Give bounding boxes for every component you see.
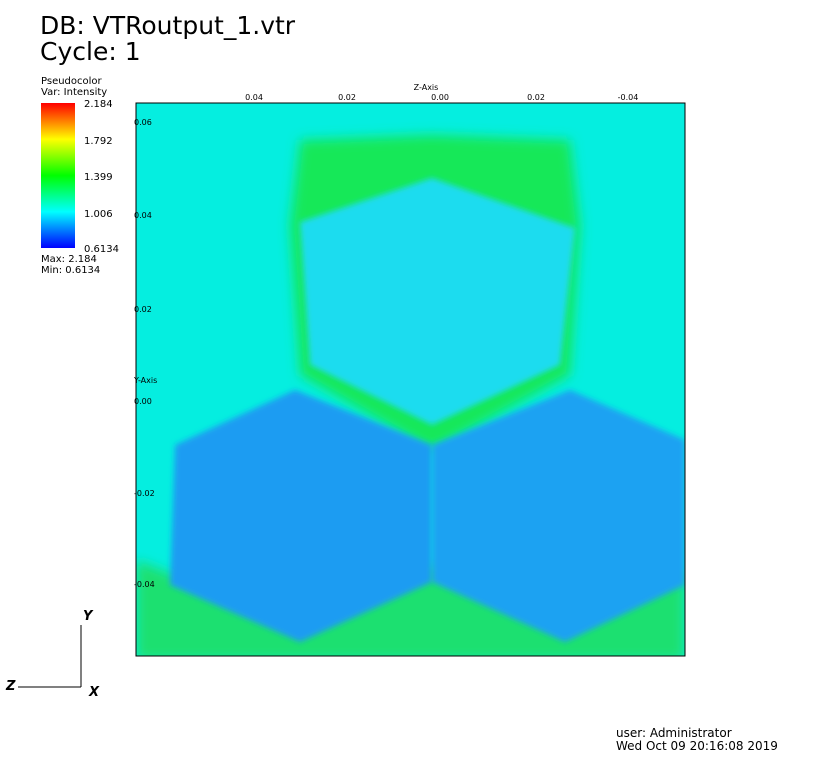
legend-label: 0.6134 bbox=[84, 244, 119, 255]
top-tick-label: 0.02 bbox=[527, 93, 545, 102]
top-tick-label: 0.02 bbox=[338, 93, 356, 102]
left-tick-label: 0.00 bbox=[134, 397, 152, 406]
legend-label: 1.006 bbox=[84, 209, 113, 220]
legend-labels: 2.184 1.792 1.399 1.006 0.6134 bbox=[84, 99, 119, 255]
axis-triad: Y Z X bbox=[5, 609, 100, 700]
top-axis-title: Z-Axis bbox=[414, 83, 439, 92]
top-ticks: 0.04 0.02 0.00 0.02 -0.04 bbox=[245, 93, 638, 102]
color-bar bbox=[41, 103, 75, 248]
plot-frame bbox=[135, 102, 686, 657]
top-tick-label: 0.00 bbox=[431, 93, 449, 102]
triad-y: Y bbox=[83, 609, 94, 624]
legend-max: Max: 2.184 bbox=[41, 254, 97, 265]
legend-var: Var: Intensity bbox=[41, 87, 107, 98]
legend-label: 2.184 bbox=[84, 99, 113, 110]
left-tick-label: 0.06 bbox=[134, 118, 152, 127]
top-tick-label: -0.04 bbox=[618, 93, 639, 102]
db-title: DB: VTRoutput_1.vtr bbox=[40, 11, 296, 40]
legend-label: 1.399 bbox=[84, 172, 113, 183]
top-tick-label: 0.04 bbox=[245, 93, 263, 102]
left-tick-label: 0.02 bbox=[134, 305, 152, 314]
legend-label: 1.792 bbox=[84, 136, 113, 147]
left-tick-label: 0.04 bbox=[134, 211, 152, 220]
triad-z: Z bbox=[5, 679, 16, 694]
user-label: user: Administrator bbox=[616, 726, 732, 740]
legend-title: Pseudocolor bbox=[41, 76, 103, 87]
date-label: Wed Oct 09 20:16:08 2019 bbox=[616, 739, 778, 753]
field-render bbox=[136, 103, 685, 656]
cycle-title: Cycle: 1 bbox=[40, 37, 141, 66]
left-tick-label: -0.04 bbox=[134, 580, 155, 589]
triad-x: X bbox=[88, 685, 100, 700]
left-ticks: 0.06 0.04 0.02 0.00 -0.02 -0.04 bbox=[134, 118, 155, 589]
left-axis-title: Y-Axis bbox=[133, 376, 157, 385]
legend-min: Min: 0.6134 bbox=[41, 265, 100, 276]
left-tick-label: -0.02 bbox=[134, 489, 155, 498]
